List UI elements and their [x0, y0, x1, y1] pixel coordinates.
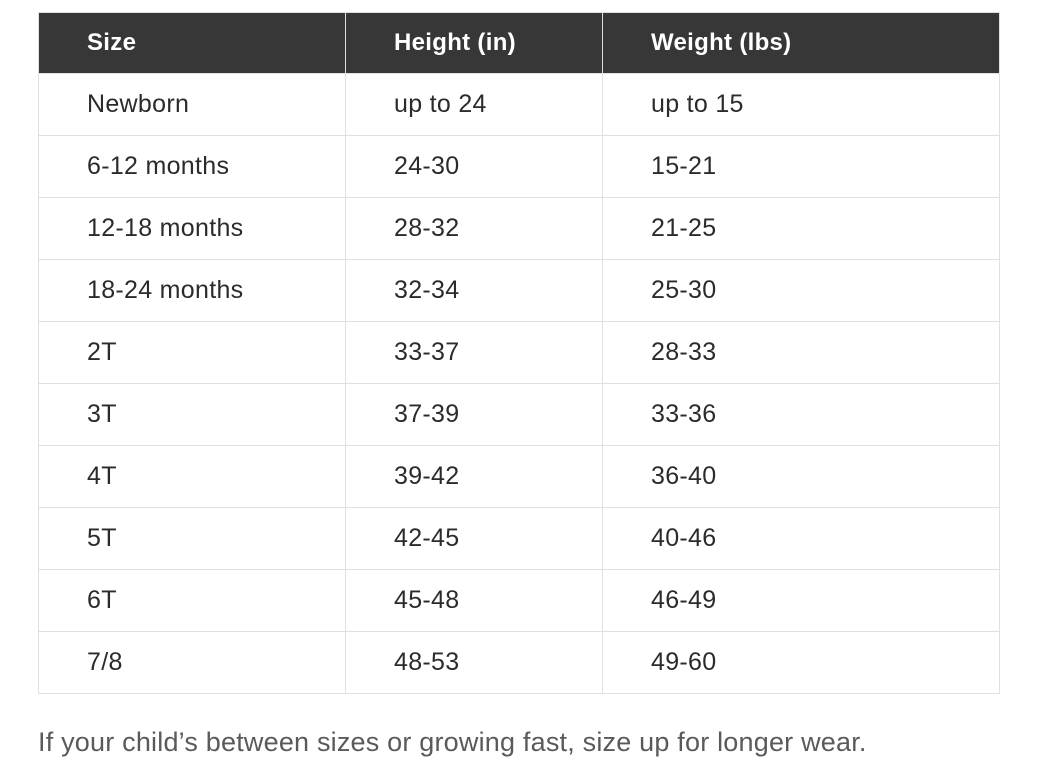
- cell-weight: 46-49: [602, 569, 1000, 632]
- cell-size: 6T: [38, 569, 346, 632]
- cell-size: 7/8: [38, 631, 346, 694]
- cell-size: 3T: [38, 383, 346, 446]
- cell-height: 24-30: [345, 135, 603, 198]
- column-header-size: Size: [38, 12, 346, 74]
- size-chart-table: Size Height (in) Weight (lbs) Newborn up…: [38, 12, 1000, 694]
- cell-size: 6-12 months: [38, 135, 346, 198]
- cell-size: 5T: [38, 507, 346, 570]
- cell-weight: 36-40: [602, 445, 1000, 508]
- cell-weight: 40-46: [602, 507, 1000, 570]
- cell-weight: 49-60: [602, 631, 1000, 694]
- cell-height: 39-42: [345, 445, 603, 508]
- table-row: 7/8 48-53 49-60: [38, 631, 1000, 694]
- table-row: 4T 39-42 36-40: [38, 445, 1000, 508]
- cell-weight: 25-30: [602, 259, 1000, 322]
- column-header-weight: Weight (lbs): [602, 12, 1000, 74]
- cell-height: 32-34: [345, 259, 603, 322]
- size-chart-container: Size Height (in) Weight (lbs) Newborn up…: [38, 12, 1000, 694]
- cell-height: 37-39: [345, 383, 603, 446]
- cell-weight: 28-33: [602, 321, 1000, 384]
- cell-height: 33-37: [345, 321, 603, 384]
- cell-weight: 15-21: [602, 135, 1000, 198]
- cell-weight: 21-25: [602, 197, 1000, 260]
- table-row: Newborn up to 24 up to 15: [38, 73, 1000, 136]
- cell-size: 4T: [38, 445, 346, 508]
- cell-height: 45-48: [345, 569, 603, 632]
- table-row: 6T 45-48 46-49: [38, 569, 1000, 632]
- table-row: 3T 37-39 33-36: [38, 383, 1000, 446]
- table-row: 6-12 months 24-30 15-21: [38, 135, 1000, 198]
- cell-size: 2T: [38, 321, 346, 384]
- column-header-height: Height (in): [345, 12, 603, 74]
- table-row: 18-24 months 32-34 25-30: [38, 259, 1000, 322]
- table-row: 12-18 months 28-32 21-25: [38, 197, 1000, 260]
- cell-height: 42-45: [345, 507, 603, 570]
- cell-size: Newborn: [38, 73, 346, 136]
- cell-weight: 33-36: [602, 383, 1000, 446]
- cell-size: 12-18 months: [38, 197, 346, 260]
- table-row: 2T 33-37 28-33: [38, 321, 1000, 384]
- table-header-row: Size Height (in) Weight (lbs): [38, 12, 1000, 74]
- cell-height: up to 24: [345, 73, 603, 136]
- cell-weight: up to 15: [602, 73, 1000, 136]
- sizing-note: If your child’s between sizes or growing…: [38, 727, 867, 757]
- table-row: 5T 42-45 40-46: [38, 507, 1000, 570]
- cell-height: 48-53: [345, 631, 603, 694]
- cell-height: 28-32: [345, 197, 603, 260]
- cell-size: 18-24 months: [38, 259, 346, 322]
